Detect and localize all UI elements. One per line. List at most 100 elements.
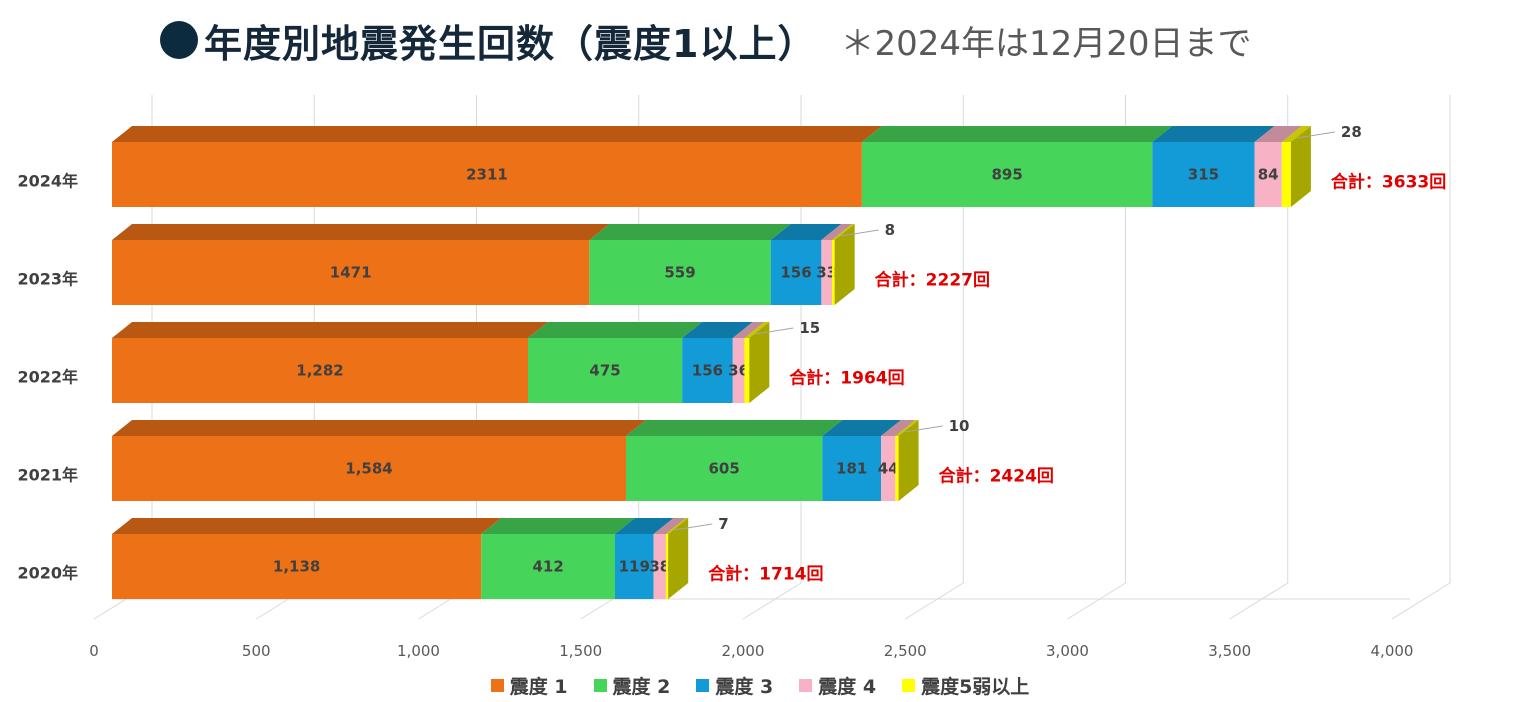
x-tick-label: 4,000 <box>1371 642 1414 660</box>
gridline-depth <box>904 582 964 620</box>
data-label: 44 <box>878 460 899 478</box>
leader-line <box>674 523 713 531</box>
bar-segment-top <box>112 518 502 534</box>
bullet-dot-icon <box>160 21 198 59</box>
bar-segment <box>665 534 669 599</box>
bar-segment-top <box>589 224 791 240</box>
gridline-depth <box>1229 582 1289 620</box>
data-label: 559 <box>664 264 695 282</box>
bar-segment <box>1254 142 1282 207</box>
chart-title-main: 年度別地震発生回数（震度1以上） <box>204 21 817 66</box>
bar-segment-top <box>1152 126 1275 142</box>
bar-segment <box>653 534 666 599</box>
bar-segment-top <box>821 224 853 240</box>
data-label: 38 <box>649 558 670 576</box>
legend-swatch <box>902 679 916 692</box>
data-label: 119 <box>619 558 650 576</box>
bar-segment <box>112 142 862 207</box>
x-tick-label: 1,500 <box>559 642 602 660</box>
data-label: 605 <box>709 460 740 478</box>
bar-side-face <box>898 420 919 501</box>
bar-segment <box>832 240 835 305</box>
data-label: 8 <box>885 221 895 239</box>
bar-segment-top <box>481 518 635 534</box>
total-label: 合計：1964回 <box>789 368 904 389</box>
y-category-label: 2024年 <box>17 172 78 191</box>
bar-segment-top <box>770 224 842 240</box>
legend-item: 震度 2 <box>593 672 671 699</box>
bar-segment <box>732 338 745 403</box>
bar-segment-top <box>665 518 689 534</box>
y-category-label: 2021年 <box>17 466 78 485</box>
data-label: 1,584 <box>345 460 392 478</box>
bar-segment-top <box>528 322 703 338</box>
y-category-label: 2023年 <box>17 270 78 289</box>
bar-segment <box>112 338 529 403</box>
bar-segment <box>822 436 882 501</box>
legend-swatch <box>490 679 504 692</box>
bar-segment <box>770 240 822 305</box>
bar-segment-top <box>1254 126 1302 142</box>
bar-segment <box>881 436 896 501</box>
data-label: 475 <box>589 362 620 380</box>
data-label: 36 <box>728 362 749 380</box>
bar-side-face <box>1290 126 1311 207</box>
data-label: 895 <box>991 166 1022 184</box>
bar-segment-top <box>653 518 686 534</box>
data-label: 15 <box>799 319 820 337</box>
x-tick-label: 3,000 <box>1046 642 1089 660</box>
data-label: 156 <box>692 362 723 380</box>
chart-title: 年度別地震発生回数（震度1以上） ＊2024年は12月20日まで <box>160 12 1252 68</box>
legend-label: 震度 4 <box>818 676 877 698</box>
data-label: 10 <box>949 417 970 435</box>
bar-segment <box>481 534 615 599</box>
bar-segment-top <box>744 322 770 338</box>
bar-segment-top <box>626 420 843 436</box>
legend-item: 震度 3 <box>696 672 773 699</box>
legend-label: 震度 2 <box>612 676 671 698</box>
legend-swatch <box>696 679 710 692</box>
y-category-label: 2020年 <box>17 564 78 583</box>
data-label: 315 <box>1188 166 1219 184</box>
data-label: 1471 <box>330 264 372 282</box>
legend-swatch <box>593 679 607 692</box>
legend-item: 震度 1 <box>490 672 568 699</box>
bar-segment-top <box>112 224 610 240</box>
chart-title-note: ＊2024年は12月20日まで <box>840 23 1252 64</box>
x-tick-label: 3,500 <box>1208 642 1251 660</box>
data-label: 156 <box>780 264 811 282</box>
legend-item: 震度 4 <box>799 672 876 699</box>
bar-segment <box>861 142 1153 207</box>
x-tick-label: 500 <box>242 642 271 660</box>
chart-legend: 震度 1 震度 2 震度 3 震度 4 震度5弱以上 <box>0 672 1520 699</box>
data-label: 181 <box>836 460 867 478</box>
data-label: 28 <box>1341 123 1362 141</box>
data-label: 1,282 <box>296 362 343 380</box>
bar-segment <box>589 240 771 305</box>
bar-segment-top <box>822 420 902 436</box>
gridline-depth <box>1391 582 1451 620</box>
data-label: 7 <box>718 515 728 533</box>
bar-segment <box>1281 142 1291 207</box>
bar-segment <box>626 436 823 501</box>
bar-segment-top <box>832 224 855 240</box>
bar-segment <box>528 338 683 403</box>
leader-line <box>1296 131 1335 139</box>
y-category-label: 2022年 <box>17 368 78 387</box>
bar-segment <box>112 534 482 599</box>
total-label: 合計：2227回 <box>875 270 990 291</box>
total-label: 合計：2424回 <box>939 466 1054 487</box>
bar-segment-top <box>895 420 919 436</box>
bar-segment <box>112 240 590 305</box>
bar-segment-top <box>682 322 753 338</box>
total-label: 合計：3633回 <box>1331 172 1446 193</box>
data-label: 84 <box>1258 166 1279 184</box>
bar-segment-top <box>732 322 765 338</box>
bar-segment <box>895 436 899 501</box>
bar-segment-top <box>112 322 549 338</box>
legend-label: 震度5弱以上 <box>921 676 1030 698</box>
data-label: 1,138 <box>273 558 320 576</box>
bar-segment-top <box>614 518 674 534</box>
x-tick-label: 0 <box>89 642 99 660</box>
data-label: 33 <box>816 264 837 282</box>
